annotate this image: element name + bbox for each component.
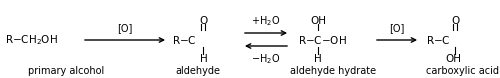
Text: R$-$C$-$OH: R$-$C$-$OH (298, 34, 347, 46)
Text: aldehyde: aldehyde (176, 66, 220, 76)
Text: [O]: [O] (118, 23, 132, 33)
Text: OH: OH (310, 16, 326, 26)
Text: H: H (314, 54, 322, 64)
Text: OH: OH (445, 54, 461, 64)
Text: aldehyde hydrate: aldehyde hydrate (290, 66, 376, 76)
Text: R$-$C: R$-$C (426, 34, 450, 46)
Text: R$-$CH$_2$OH: R$-$CH$_2$OH (5, 33, 58, 47)
Text: [O]: [O] (390, 23, 404, 33)
Text: +H$_2$O: +H$_2$O (252, 14, 280, 28)
Text: primary alcohol: primary alcohol (28, 66, 104, 76)
Text: carboxylic acid: carboxylic acid (426, 66, 498, 76)
Text: $-$H$_2$O: $-$H$_2$O (252, 52, 280, 66)
Text: O: O (452, 16, 460, 26)
Text: R$-$C: R$-$C (172, 34, 197, 46)
Text: H: H (200, 54, 208, 64)
Text: O: O (200, 16, 208, 26)
